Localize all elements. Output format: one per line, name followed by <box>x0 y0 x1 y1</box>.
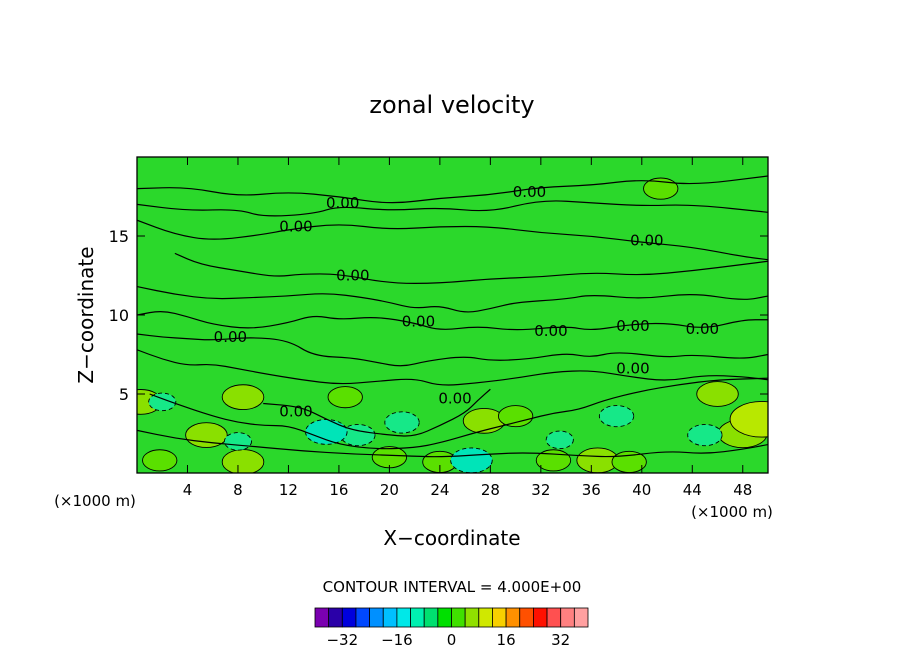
colorbar-tick-label-3: 16 <box>497 631 516 649</box>
colorbar-swatch-15 <box>519 607 534 628</box>
contour-line-1 <box>137 200 768 217</box>
x-tick-label-4: 20 <box>380 481 399 499</box>
x-axis-label: X−coordinate <box>383 526 520 550</box>
field-feature-1 <box>221 384 265 411</box>
contour-lines <box>137 175 768 458</box>
contour-label-12: 0.00 <box>438 390 471 408</box>
contour-label-10: 0.00 <box>616 360 649 378</box>
y-tick-label-0: 5 <box>119 385 129 404</box>
contour-label-2: 0.00 <box>279 218 312 236</box>
field-feature-20 <box>450 447 493 473</box>
colorbar-tick-label-0: −32 <box>326 631 358 649</box>
contour-label-11: 0.00 <box>279 402 312 420</box>
field-feature-18 <box>384 411 420 434</box>
colorbar-swatch-11 <box>464 607 480 628</box>
contour-label-6: 0.00 <box>534 322 567 340</box>
colorbar-swatch-13 <box>492 607 507 628</box>
x-tick-label-7: 32 <box>531 481 550 499</box>
field-feature-2 <box>327 386 363 409</box>
x-tick-label-11: 48 <box>733 481 752 499</box>
contour-label-1: 0.00 <box>513 183 546 201</box>
y-tick-label-2: 15 <box>109 227 129 246</box>
x-tick-label-6: 28 <box>481 481 500 499</box>
colorbar-swatch-17 <box>546 607 562 628</box>
field-feature-14 <box>142 449 178 472</box>
x-tick-label-1: 8 <box>233 481 243 499</box>
x-units-label-right: (×1000 m) <box>691 503 773 521</box>
contour-line-7 <box>137 349 768 386</box>
contour-label-7: 0.00 <box>616 317 649 335</box>
contour-label-4: 0.00 <box>336 267 369 285</box>
colorbar-swatch-9 <box>437 607 452 628</box>
contour-label-3: 0.00 <box>630 232 663 250</box>
field-feature-7 <box>729 401 768 438</box>
field-feature-4 <box>497 405 534 428</box>
contour-line-3 <box>174 252 768 285</box>
colorbar <box>314 607 589 628</box>
colorbar-tick-label-4: 32 <box>551 631 570 649</box>
contour-line-2 <box>137 219 768 261</box>
x-tick-label-2: 12 <box>279 481 298 499</box>
contour-label-5: 0.00 <box>402 312 435 330</box>
contour-interval-text: CONTOUR INTERVAL = 4.000E+00 <box>323 578 582 596</box>
x-tick-label-10: 44 <box>683 481 702 499</box>
field-feature-5 <box>696 381 739 407</box>
field-feature-23 <box>598 405 635 428</box>
field-feature-22 <box>545 430 574 450</box>
colorbar-swatch-4 <box>369 607 384 628</box>
colorbar-swatch-2 <box>341 607 357 628</box>
field-background <box>137 157 768 473</box>
field-feature-3 <box>462 408 506 434</box>
y-axis-label: Z−coordinate <box>74 246 98 383</box>
field-feature-21 <box>223 432 253 451</box>
field-feature-19 <box>305 419 348 445</box>
contour-line-6 <box>137 333 768 367</box>
contour-line-10 <box>137 429 768 458</box>
y-tick-label-1: 10 <box>109 306 129 325</box>
contour-label-9: 0.00 <box>214 328 247 346</box>
contour-labels: 0.00 0.00 0.00 0.00 0.00 0.00 0.00 0.00 0.00 0.00… <box>214 183 719 421</box>
colorbar-swatch-0 <box>314 607 330 628</box>
x-tick-label-3: 16 <box>329 481 348 499</box>
colorbar-swatch-7 <box>410 607 425 628</box>
colorbar-swatch-12 <box>478 607 493 628</box>
contour-line-4 <box>137 285 768 313</box>
x-tick-label-5: 24 <box>430 481 449 499</box>
colorbar-swatch-5 <box>382 607 398 628</box>
field-feature-15 <box>221 449 265 473</box>
colorbar-swatch-10 <box>451 607 466 628</box>
x-tick-label-8: 36 <box>582 481 601 499</box>
colorbar-tick-label-2: 0 <box>447 631 457 649</box>
x-tick-label-9: 40 <box>632 481 651 499</box>
contour-label-8: 0.00 <box>686 320 719 338</box>
colorbar-swatch-16 <box>533 607 548 628</box>
contour-line-8 <box>263 388 491 437</box>
x-units-label-left: (×1000 m) <box>54 492 136 510</box>
contour-line-9 <box>149 377 768 450</box>
contour-line-5 <box>137 311 768 331</box>
x-tick-label-0: 4 <box>183 481 193 499</box>
colorbar-swatch-18 <box>560 607 575 628</box>
contour-label-0: 0.00 <box>326 194 359 212</box>
colorbar-tick-labels: −32 −16 0 16 32 <box>326 631 570 649</box>
colorbar-swatch-6 <box>396 607 411 628</box>
field-feature-24 <box>687 424 723 447</box>
y-axis-ticks: 5 10 15 <box>109 227 768 404</box>
velocity-field <box>137 157 768 473</box>
colorbar-swatch-19 <box>573 607 589 628</box>
field-feature-25 <box>148 392 177 412</box>
colorbar-swatch-1 <box>328 607 343 628</box>
field-feature-9 <box>371 446 408 469</box>
colorbar-swatch-14 <box>505 607 521 628</box>
x-axis-ticks: 4 8 12 16 20 24 28 32 36 40 44 48 <box>183 157 752 499</box>
field-feature-8 <box>643 177 679 200</box>
colorbar-swatch-3 <box>355 607 371 628</box>
colorbar-swatch-8 <box>423 607 439 628</box>
chart-title: zonal velocity <box>369 91 534 119</box>
colorbar-tick-label-1: −16 <box>381 631 413 649</box>
contour-line-0 <box>137 175 768 204</box>
